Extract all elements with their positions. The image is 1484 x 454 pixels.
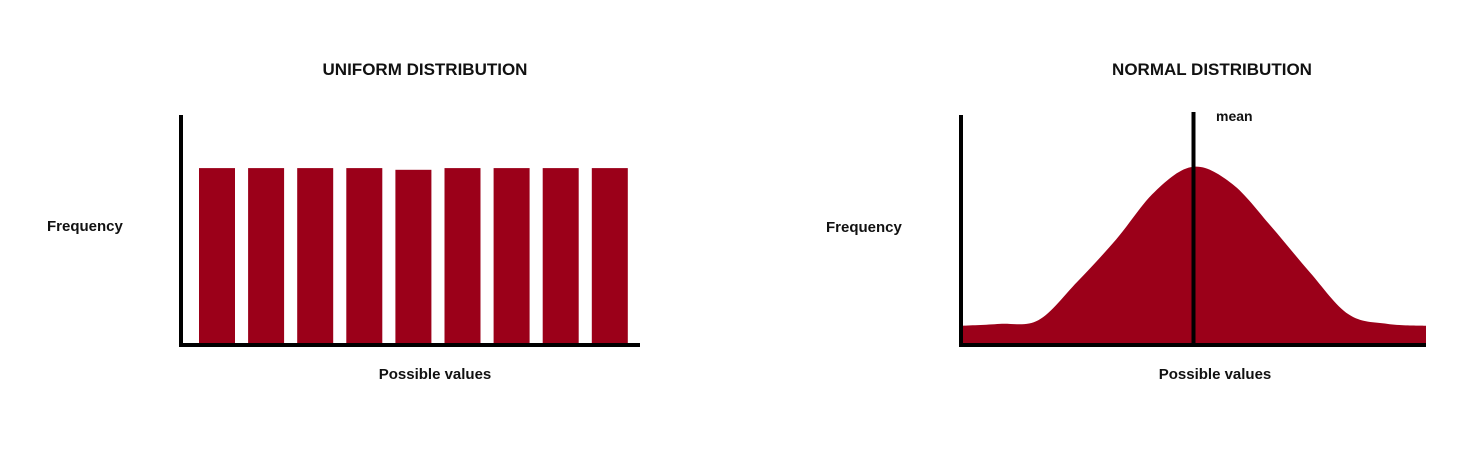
y-axis-label: Frequency <box>826 219 902 236</box>
chart-title: UNIFORM DISTRIBUTION <box>322 60 528 79</box>
bar <box>444 168 481 345</box>
uniform-plot <box>179 115 640 347</box>
y-axis-label: Frequency <box>47 218 123 235</box>
bar <box>395 169 432 345</box>
bar <box>248 168 285 345</box>
x-axis-label: Possible values <box>1158 366 1272 383</box>
bar <box>591 168 628 345</box>
uniform-chart: UNIFORM DISTRIBUTION Frequency Possible … <box>47 60 640 383</box>
bar <box>297 168 334 345</box>
mean-annotation: mean <box>1216 108 1253 124</box>
bar <box>199 168 235 345</box>
normal-chart: NORMAL DISTRIBUTION Frequency Possible v… <box>742 0 1484 454</box>
bar <box>346 168 383 345</box>
bar <box>542 168 579 345</box>
normal-plot <box>959 112 1426 347</box>
x-axis-label: Possible values <box>378 366 492 383</box>
bar <box>493 168 530 345</box>
chart-title: NORMAL DISTRIBUTION <box>1112 60 1312 79</box>
